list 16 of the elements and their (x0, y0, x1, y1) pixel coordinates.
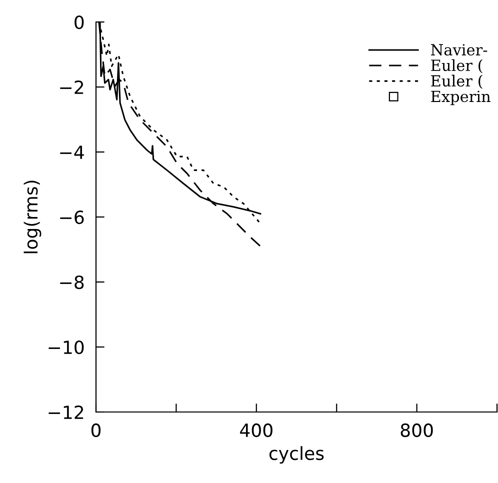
legend-label: Euler ( (431, 74, 482, 89)
y-axis-title: log(rms) (24, 180, 42, 254)
legend-label: Navier- (431, 44, 488, 56)
legend-label: Euler ( (431, 59, 482, 74)
y-tick-label: −4 (60, 146, 84, 159)
legend-label: Experin (431, 90, 490, 106)
y-tick-label: −6 (60, 210, 84, 224)
x-tick-label: 800 (400, 423, 433, 438)
y-tick-label: −12 (48, 405, 84, 419)
x-axis-title: cycles (269, 446, 324, 464)
y-tick-label: 0 (74, 15, 84, 30)
y-tick-label: −2 (60, 80, 84, 94)
x-tick-label: 0 (91, 423, 101, 438)
x-tick-label: 400 (240, 423, 272, 438)
y-tick-label: −8 (60, 275, 84, 290)
y-tick-label: −10 (48, 340, 84, 354)
